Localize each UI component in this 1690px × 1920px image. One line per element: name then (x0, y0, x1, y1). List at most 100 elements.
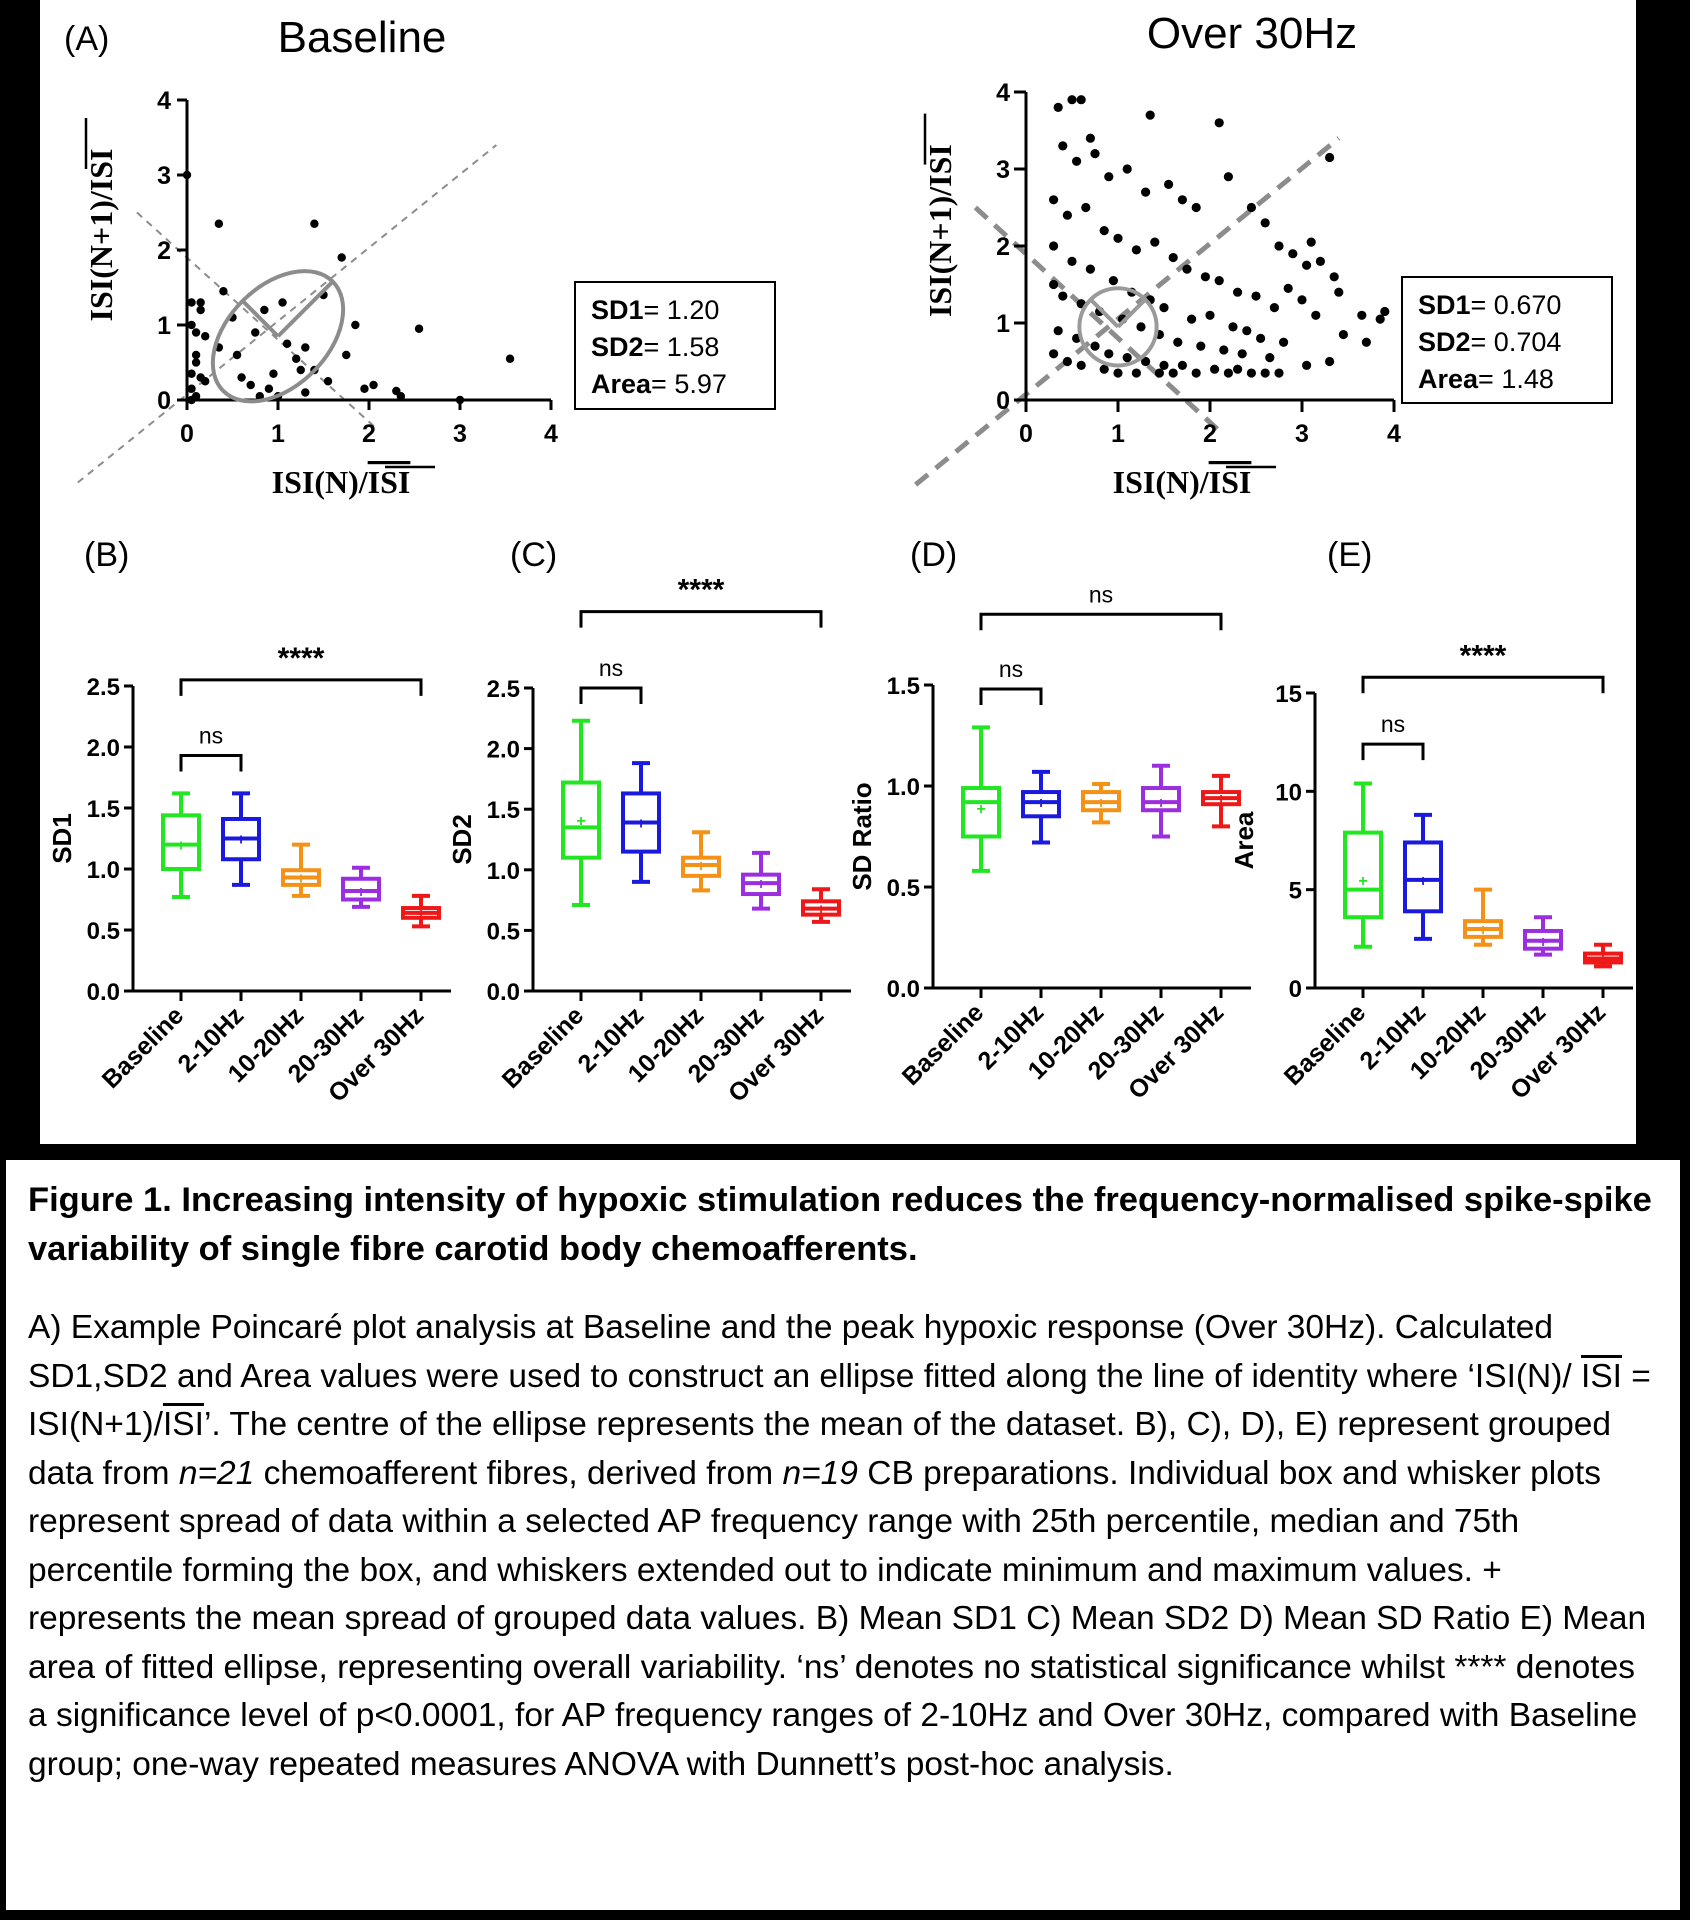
figure-graphics: (A) Baseline0011223344ISI(N)/ISIISI(N+1)/… (47, 9, 1633, 1108)
data-point (1049, 195, 1059, 205)
significance-label: ns (599, 655, 623, 681)
plot-title: Baseline (278, 13, 447, 62)
data-point (1274, 241, 1284, 251)
box-3: + (1141, 763, 1181, 839)
y-tick-label: 0.0 (887, 976, 920, 1003)
mean-marker: + (816, 902, 825, 919)
data-point (360, 384, 369, 393)
poincare-plot-1: Over 30Hz0011223344ISI(N)/ISIISI(N+1)/IS… (914, 9, 1613, 500)
sd2-radius (1116, 298, 1147, 329)
data-point (1131, 368, 1141, 378)
boxplot-panel-2: (D)0.00.51.01.5SD RatioBaseline2-10Hz10-… (847, 536, 1251, 1105)
y-tick-label: 4 (996, 79, 1010, 107)
y-axis-label: SD1 (47, 813, 77, 864)
iqr-box (961, 786, 1001, 839)
data-point (1315, 256, 1325, 266)
y-tick-label: 1.0 (487, 858, 520, 885)
stat-value: = 0.704 (1471, 327, 1562, 357)
data-point (1062, 210, 1072, 220)
box-4: + (401, 893, 441, 929)
box-4: + (1201, 773, 1241, 829)
figure-caption: Figure 1. Increasing intensity of hypoxi… (6, 1160, 1680, 1910)
data-point (369, 380, 378, 390)
data-point (1122, 353, 1132, 363)
caption-segment: CB preparations. Individual box and whis… (28, 1454, 1647, 1783)
x-tick-label: 0 (180, 420, 194, 448)
significance-label: ns (1089, 581, 1113, 607)
stat-key: SD2 (1418, 327, 1471, 357)
data-point (1246, 368, 1256, 378)
caption-segment: = ISI(N+1)/ (28, 1357, 1651, 1444)
y-tick-label: 2.0 (487, 737, 520, 764)
y-tick-label: 2.5 (87, 674, 120, 701)
y-tick-label: 1.0 (87, 857, 120, 884)
data-point (1214, 276, 1224, 286)
data-point (264, 384, 274, 393)
data-point (1141, 187, 1151, 197)
data-point (1081, 202, 1091, 213)
data-point (1177, 360, 1187, 370)
data-point (1182, 264, 1192, 274)
box-0: + (561, 718, 601, 907)
panel-label: (C) (510, 536, 557, 574)
stat-line: SD1= 1.20 (591, 295, 719, 325)
data-point (1357, 310, 1367, 320)
identity-line (914, 136, 1341, 487)
data-point (1200, 272, 1210, 282)
box-0: + (161, 791, 201, 900)
data-point (187, 298, 196, 307)
y-tick-label: 0.5 (487, 918, 520, 945)
y-axis-title-isi: ISI (922, 144, 958, 187)
box-1: + (621, 761, 661, 884)
y-tick-label: 1 (157, 312, 171, 340)
x-tick-label: 4 (1387, 420, 1401, 448)
significance-bracket (1361, 742, 1425, 761)
y-tick-label: 0.0 (487, 979, 520, 1006)
data-point (1164, 179, 1174, 189)
box-4: + (1583, 942, 1623, 969)
y-tick-label: 0 (996, 387, 1010, 415)
data-point (191, 358, 201, 367)
y-tick-label: 0 (157, 387, 171, 415)
data-point (1191, 368, 1201, 378)
data-point (255, 392, 264, 401)
stat-line: Area= 1.48 (1418, 364, 1554, 394)
box-3: + (741, 850, 781, 911)
significance-bracket (179, 754, 243, 772)
significance-label: ns (1381, 711, 1405, 737)
data-point (1108, 276, 1118, 286)
x-tick-label: 3 (1295, 420, 1309, 448)
data-point (1302, 360, 1312, 370)
data-point (1210, 364, 1220, 374)
panel-label: (B) (84, 536, 129, 574)
iqr-box (1021, 790, 1061, 819)
data-point (1058, 291, 1068, 301)
data-point (1233, 287, 1243, 297)
iqr-box (161, 813, 201, 872)
data-point (1242, 326, 1252, 336)
x-tick-label: Baseline (97, 1001, 190, 1094)
data-point (1090, 149, 1100, 159)
mean-marker: + (1216, 791, 1225, 808)
y-tick-label: 0.0 (87, 979, 120, 1006)
data-point (191, 350, 201, 360)
data-point (351, 320, 360, 330)
mean-marker: + (1156, 795, 1165, 812)
data-point (278, 298, 287, 307)
mean-marker: + (1538, 934, 1547, 951)
stat-key: SD1 (591, 295, 644, 325)
data-point (1256, 333, 1266, 343)
data-point (251, 328, 260, 337)
y-tick-label: 1.5 (487, 797, 520, 824)
y-tick-label: 1.0 (887, 774, 920, 801)
data-point (1380, 306, 1390, 317)
stat-value: = 1.58 (644, 332, 720, 362)
boxplot-panel-1: (C)0.00.51.01.52.02.5SD2Baseline2-10Hz10… (447, 536, 851, 1108)
x-tick-label: Baseline (1279, 998, 1372, 1091)
data-point (1062, 356, 1072, 367)
data-point (187, 395, 196, 405)
mean-marker: + (1478, 922, 1487, 939)
y-tick-label: 1.5 (887, 673, 920, 700)
data-point (187, 320, 196, 330)
y-axis-label: Area (1229, 811, 1259, 869)
